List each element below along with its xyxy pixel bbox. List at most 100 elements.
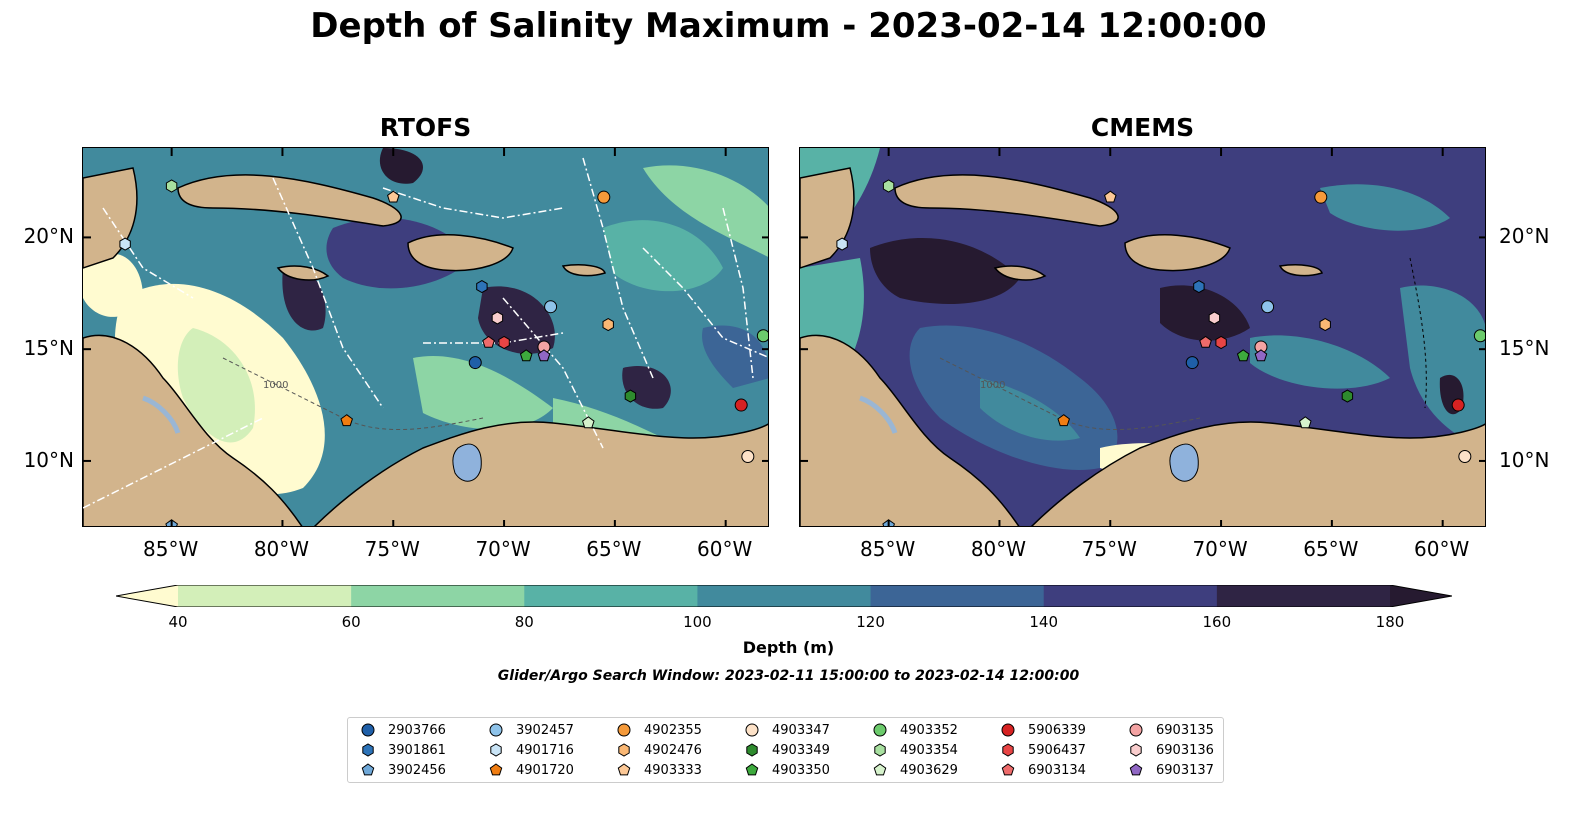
legend-item: 5906437 [1000, 740, 1086, 760]
lon-tick-label: 75°W [1081, 537, 1137, 561]
deep-patch [870, 238, 1020, 304]
legend-pentagon-icon [745, 763, 759, 776]
float-legend: 2903766 3901861 3902456 3902457 4901716 49017… [347, 717, 1224, 783]
search-window-note: Glider/Argo Search Window: 2023-02-11 15… [497, 668, 1080, 684]
legend-pentagon-icon [873, 763, 887, 776]
puerto-rico-land [1278, 264, 1323, 277]
lake-nicaragua [859, 395, 898, 434]
lon-tick-label: 65°W [1303, 537, 1359, 561]
float-marker-4903352 [1473, 329, 1485, 343]
float-marker-4901720 [1057, 414, 1070, 427]
colorbar-extend-high [1390, 585, 1452, 607]
track-line [83, 417, 264, 509]
float-marker-4902476 [1319, 318, 1331, 332]
colorbar-tick-label: 160 [1202, 613, 1232, 631]
lat-tick-label: 20°N [1499, 224, 1550, 249]
float-marker-5906437 [498, 335, 510, 350]
shallow-patch [83, 253, 143, 317]
colorbar-tick-label: 40 [168, 613, 188, 631]
lon-tick-label: 70°W [1192, 537, 1248, 561]
legend-circle-icon [745, 723, 759, 737]
float-marker-3901861 [476, 280, 488, 294]
colorbar-extend-low [116, 585, 178, 607]
lake-maracaibo [452, 443, 482, 482]
legend-label: 4901720 [516, 762, 574, 778]
legend-hexagon-icon [1002, 743, 1014, 757]
float-marker-3902457 [1261, 300, 1275, 314]
lat-tick-label: 15°N [1499, 336, 1550, 361]
colorbar-segment [1216, 585, 1391, 607]
legend-item: 4903333 [616, 760, 702, 780]
float-marker-4903333 [1104, 190, 1117, 203]
legend-item: 4903629 [872, 760, 958, 780]
legend-label: 4903629 [900, 762, 958, 778]
deep-patch [1160, 285, 1250, 341]
colorbar-segment [524, 585, 698, 607]
legend-label: 5906437 [1028, 742, 1086, 758]
mid-patch [643, 165, 768, 257]
float-marker-4903350 [519, 349, 533, 362]
legend-label: 4902476 [644, 742, 702, 758]
float-marker-4903349 [1341, 389, 1354, 403]
legend-label: 4901716 [516, 742, 574, 758]
legend-circle-icon [617, 723, 631, 737]
float-markers [836, 179, 1485, 526]
legend-label: 4903349 [772, 742, 830, 758]
float-marker-4902476 [602, 318, 614, 332]
legend-pentagon-icon [361, 763, 375, 776]
lat-tick-label: 10°N [23, 447, 74, 472]
float-marker-4903350 [1236, 349, 1250, 362]
mid-patch [603, 220, 723, 292]
legend-label: 3901861 [388, 742, 446, 758]
lon-tick-label: 60°W [697, 537, 753, 561]
lon-tick-label: 80°W [253, 537, 310, 561]
float-marker-4903347 [1458, 449, 1472, 463]
lon-tick-label: 85°W [860, 537, 916, 561]
float-marker-5906437 [1215, 335, 1227, 350]
legend-item: 6903136 [1128, 740, 1214, 760]
legend-label: 6903134 [1028, 762, 1086, 778]
float-marker-4903354 [882, 179, 895, 193]
legend-hexagon-icon [746, 743, 758, 757]
legend-label: 5906339 [1028, 722, 1086, 738]
legend-item: 4902476 [616, 740, 702, 760]
map-rtofs: 1000 [82, 147, 769, 527]
south-america-land [1030, 421, 1485, 526]
float-marker-2903766 [1185, 356, 1199, 370]
colorbar-tick-label: 180 [1375, 613, 1405, 631]
float-marker-2903766 [468, 356, 482, 370]
deep-patch [379, 148, 423, 184]
legend-item: 4903354 [872, 740, 958, 760]
float-marker-3901861 [1193, 280, 1205, 294]
legend-item: 4903347 [744, 720, 830, 740]
colorbar-segment [1043, 585, 1218, 607]
legend-circle-icon [361, 723, 375, 737]
float-marker-4903629 [1299, 416, 1312, 429]
jamaica-land [993, 265, 1047, 281]
float-marker-4901716 [836, 237, 848, 251]
legend-circle-icon [1129, 723, 1143, 737]
float-marker-4902355 [597, 190, 611, 204]
legend-label: 6903136 [1156, 742, 1214, 758]
float-marker-6903137 [537, 349, 551, 362]
legend-item: 6903137 [1128, 760, 1214, 780]
float-marker-6903134 [1199, 335, 1212, 348]
panel-title-cmems: CMEMS [1090, 113, 1195, 142]
track-line [722, 207, 754, 379]
colorbar-tick-label: 60 [341, 613, 361, 631]
float-marker-4901720 [340, 414, 353, 427]
float-marker-4903347 [741, 449, 755, 463]
colorbar-tick-label: 140 [1029, 613, 1059, 631]
float-marker-6903136 [491, 311, 504, 325]
shallow-patch [177, 328, 255, 443]
legend-hexagon-icon [490, 743, 502, 757]
contour-label: 1000 [263, 380, 288, 391]
float-markers [119, 179, 768, 526]
legend-hexagon-icon [362, 743, 374, 757]
colorbar-tick-label: 120 [856, 613, 885, 631]
float-marker-6903134 [482, 335, 495, 348]
lon-tick-label: 75°W [364, 537, 420, 561]
legend-pentagon-icon [1129, 763, 1143, 776]
cmems-map-canvas: 1000 [800, 148, 1485, 526]
legend-hexagon-icon [618, 743, 630, 757]
